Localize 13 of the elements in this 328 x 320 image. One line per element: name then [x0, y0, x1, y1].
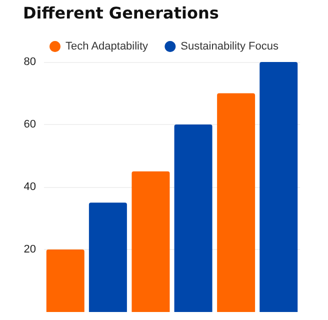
bar: [217, 93, 256, 312]
legend-label: Sustainability Focus: [180, 40, 279, 52]
bar: [260, 62, 298, 312]
legend-label: Tech Adaptability: [66, 40, 149, 52]
chart-title: Different Generations: [23, 4, 219, 22]
bar: [46, 250, 84, 312]
y-tick-label: 20: [24, 244, 36, 256]
bar: [132, 171, 170, 312]
y-tick-label: 40: [24, 181, 36, 193]
y-tick-label: 80: [24, 56, 36, 68]
bar: [174, 124, 212, 312]
bar: [88, 202, 127, 312]
y-tick-label: 60: [24, 118, 36, 130]
